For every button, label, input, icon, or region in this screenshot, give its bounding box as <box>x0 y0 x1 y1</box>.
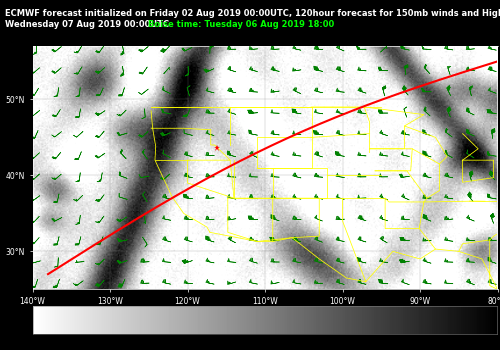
Text: Wednesday 07 Aug 2019 00:00UTC: Wednesday 07 Aug 2019 00:00UTC <box>5 20 169 29</box>
X-axis label: High Cloud Frequency: High Cloud Frequency <box>226 349 304 350</box>
Text: ECMWF forecast initialized on Friday 02 Aug 2019 00:00UTC, 120hour forecast for : ECMWF forecast initialized on Friday 02 … <box>5 9 500 18</box>
Text: Boise time: Tuesday 06 Aug 2019 18:00: Boise time: Tuesday 06 Aug 2019 18:00 <box>148 20 334 29</box>
